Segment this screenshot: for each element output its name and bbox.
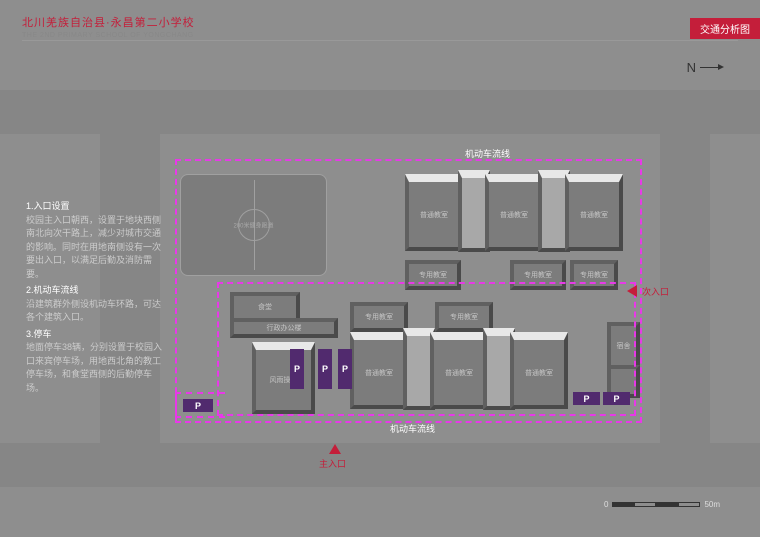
desc-p1: 校园主入口朝西，设置于地块西侧南北向次干路上，减少对城市交通的影响。同时在用地南… [26,214,166,282]
main-entry-arrow-icon [329,444,341,454]
header: 北川羌族自治县·永昌第二小学校 THE 2ND PRIMARY SCHOOL O… [22,14,195,39]
flow-label-top: 机动车流线 [465,147,510,160]
scale-50: 50m [704,500,720,509]
divider [22,40,738,41]
main-entry-label: 主入口 [319,457,346,470]
desc-h3: 3.停车 [26,328,166,342]
compass: N [687,60,720,75]
page-tag: 交通分析图 [690,18,760,39]
title-cn: 北川羌族自治县·永昌第二小学校 [22,14,195,30]
desc-p3: 地面停车38辆，分别设置于校园入口来宾停车场，用地西北角的教工停车场，和食堂西侧… [26,341,166,395]
description-panel: 1.入口设置 校园主入口朝西，设置于地块西侧南北向次干路上，减少对城市交通的影响… [26,197,166,395]
scale-0: 0 [604,500,608,509]
desc-h2: 2.机动车流线 [26,284,166,298]
compass-n: N [687,60,696,75]
vehicle-route-sw [175,392,225,418]
compass-arrow-icon [700,67,720,68]
scale-bar-graphic [612,502,700,507]
vehicle-route-inner [217,282,636,416]
desc-h1: 1.入口设置 [26,200,166,214]
site-plan: 200米健身跑道 普通教室 普通教室 普通教室 专用教室 专用教室 专用教室 专… [175,152,645,437]
flow-label-bottom: 机动车流线 [390,422,435,435]
title-en: THE 2ND PRIMARY SCHOOL OF YONGCHANG [22,32,195,39]
side-entry-label: 次入口 [642,285,669,298]
side-entry-arrow-icon [627,285,637,297]
desc-p2: 沿建筑群外侧设机动车环路，可达各个建筑入口。 [26,298,166,325]
scale-bar: 0 50m [604,500,720,509]
